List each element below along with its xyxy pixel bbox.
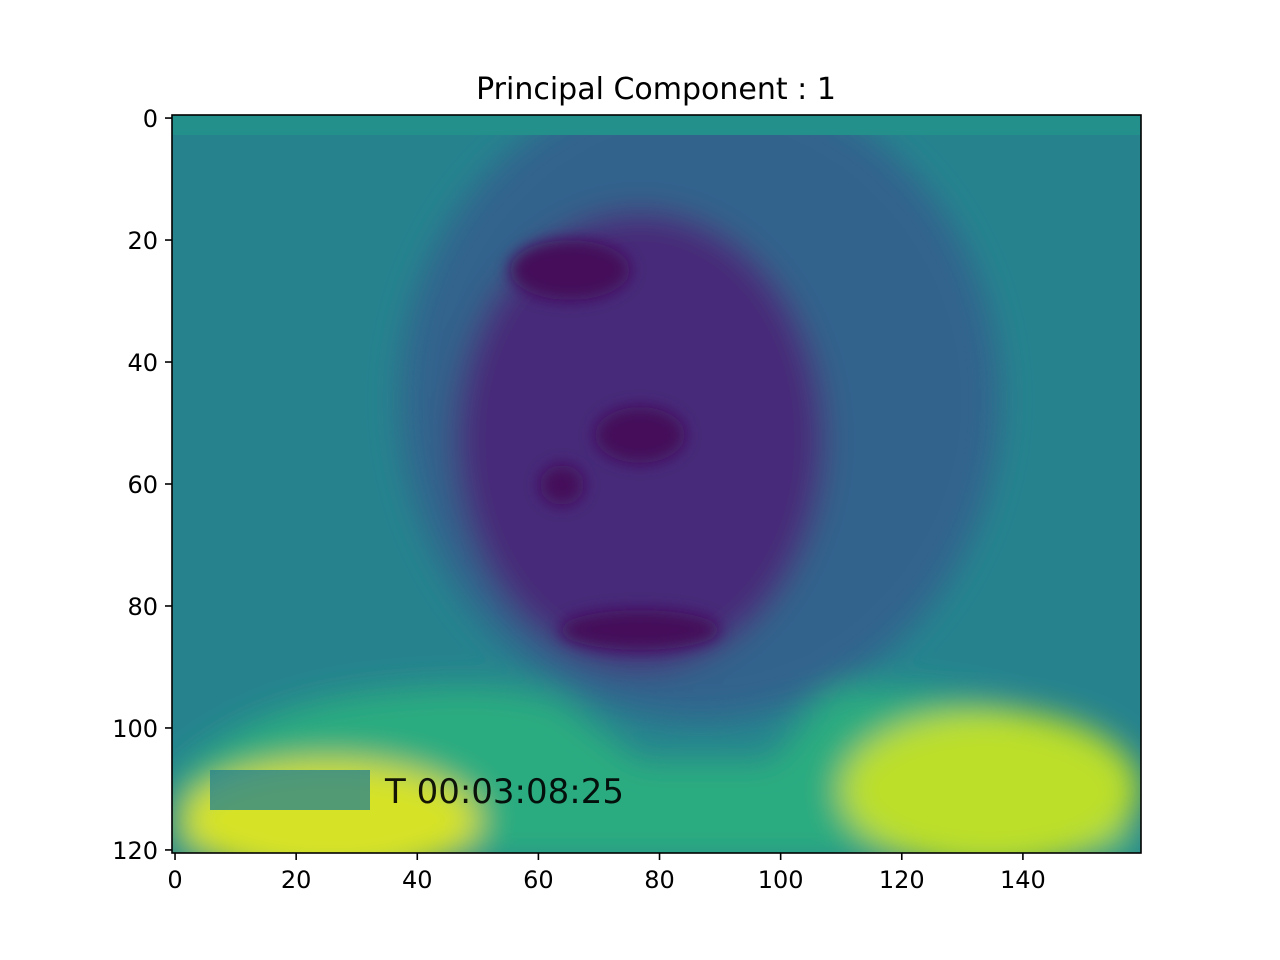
x-axis: 0 20 40 60 80 100 120 140 — [167, 853, 1046, 894]
dark-feature — [560, 610, 720, 650]
y-tick-label: 0 — [143, 105, 158, 133]
timestamp-overlay: T 00:03:08:25 — [384, 772, 624, 812]
x-tick-label: 60 — [523, 866, 554, 894]
top-band — [172, 115, 1141, 135]
dark-feature — [595, 407, 685, 463]
x-tick-label: 20 — [281, 866, 312, 894]
x-tick-label: 0 — [167, 866, 182, 894]
y-axis: 0 20 40 60 80 100 120 — [112, 105, 172, 865]
y-tick-label: 60 — [127, 471, 158, 499]
y-tick-label: 80 — [127, 593, 158, 621]
chart-title: Principal Component : 1 — [476, 72, 836, 107]
x-tick-label: 40 — [402, 866, 433, 894]
y-tick-label: 100 — [112, 715, 158, 743]
x-tick-label: 100 — [758, 866, 804, 894]
dark-feature — [510, 240, 630, 300]
x-tick-label: 140 — [1000, 866, 1046, 894]
shirt-highlight-right — [840, 710, 1140, 853]
heatmap-image: T 00:03:08:25 — [172, 115, 1141, 853]
y-tick-label: 120 — [112, 837, 158, 865]
x-tick-label: 120 — [879, 866, 925, 894]
y-tick-label: 20 — [127, 227, 158, 255]
y-tick-label: 40 — [127, 349, 158, 377]
dark-feature — [540, 465, 584, 505]
timestamp-box — [210, 770, 370, 810]
x-tick-label: 80 — [644, 866, 675, 894]
